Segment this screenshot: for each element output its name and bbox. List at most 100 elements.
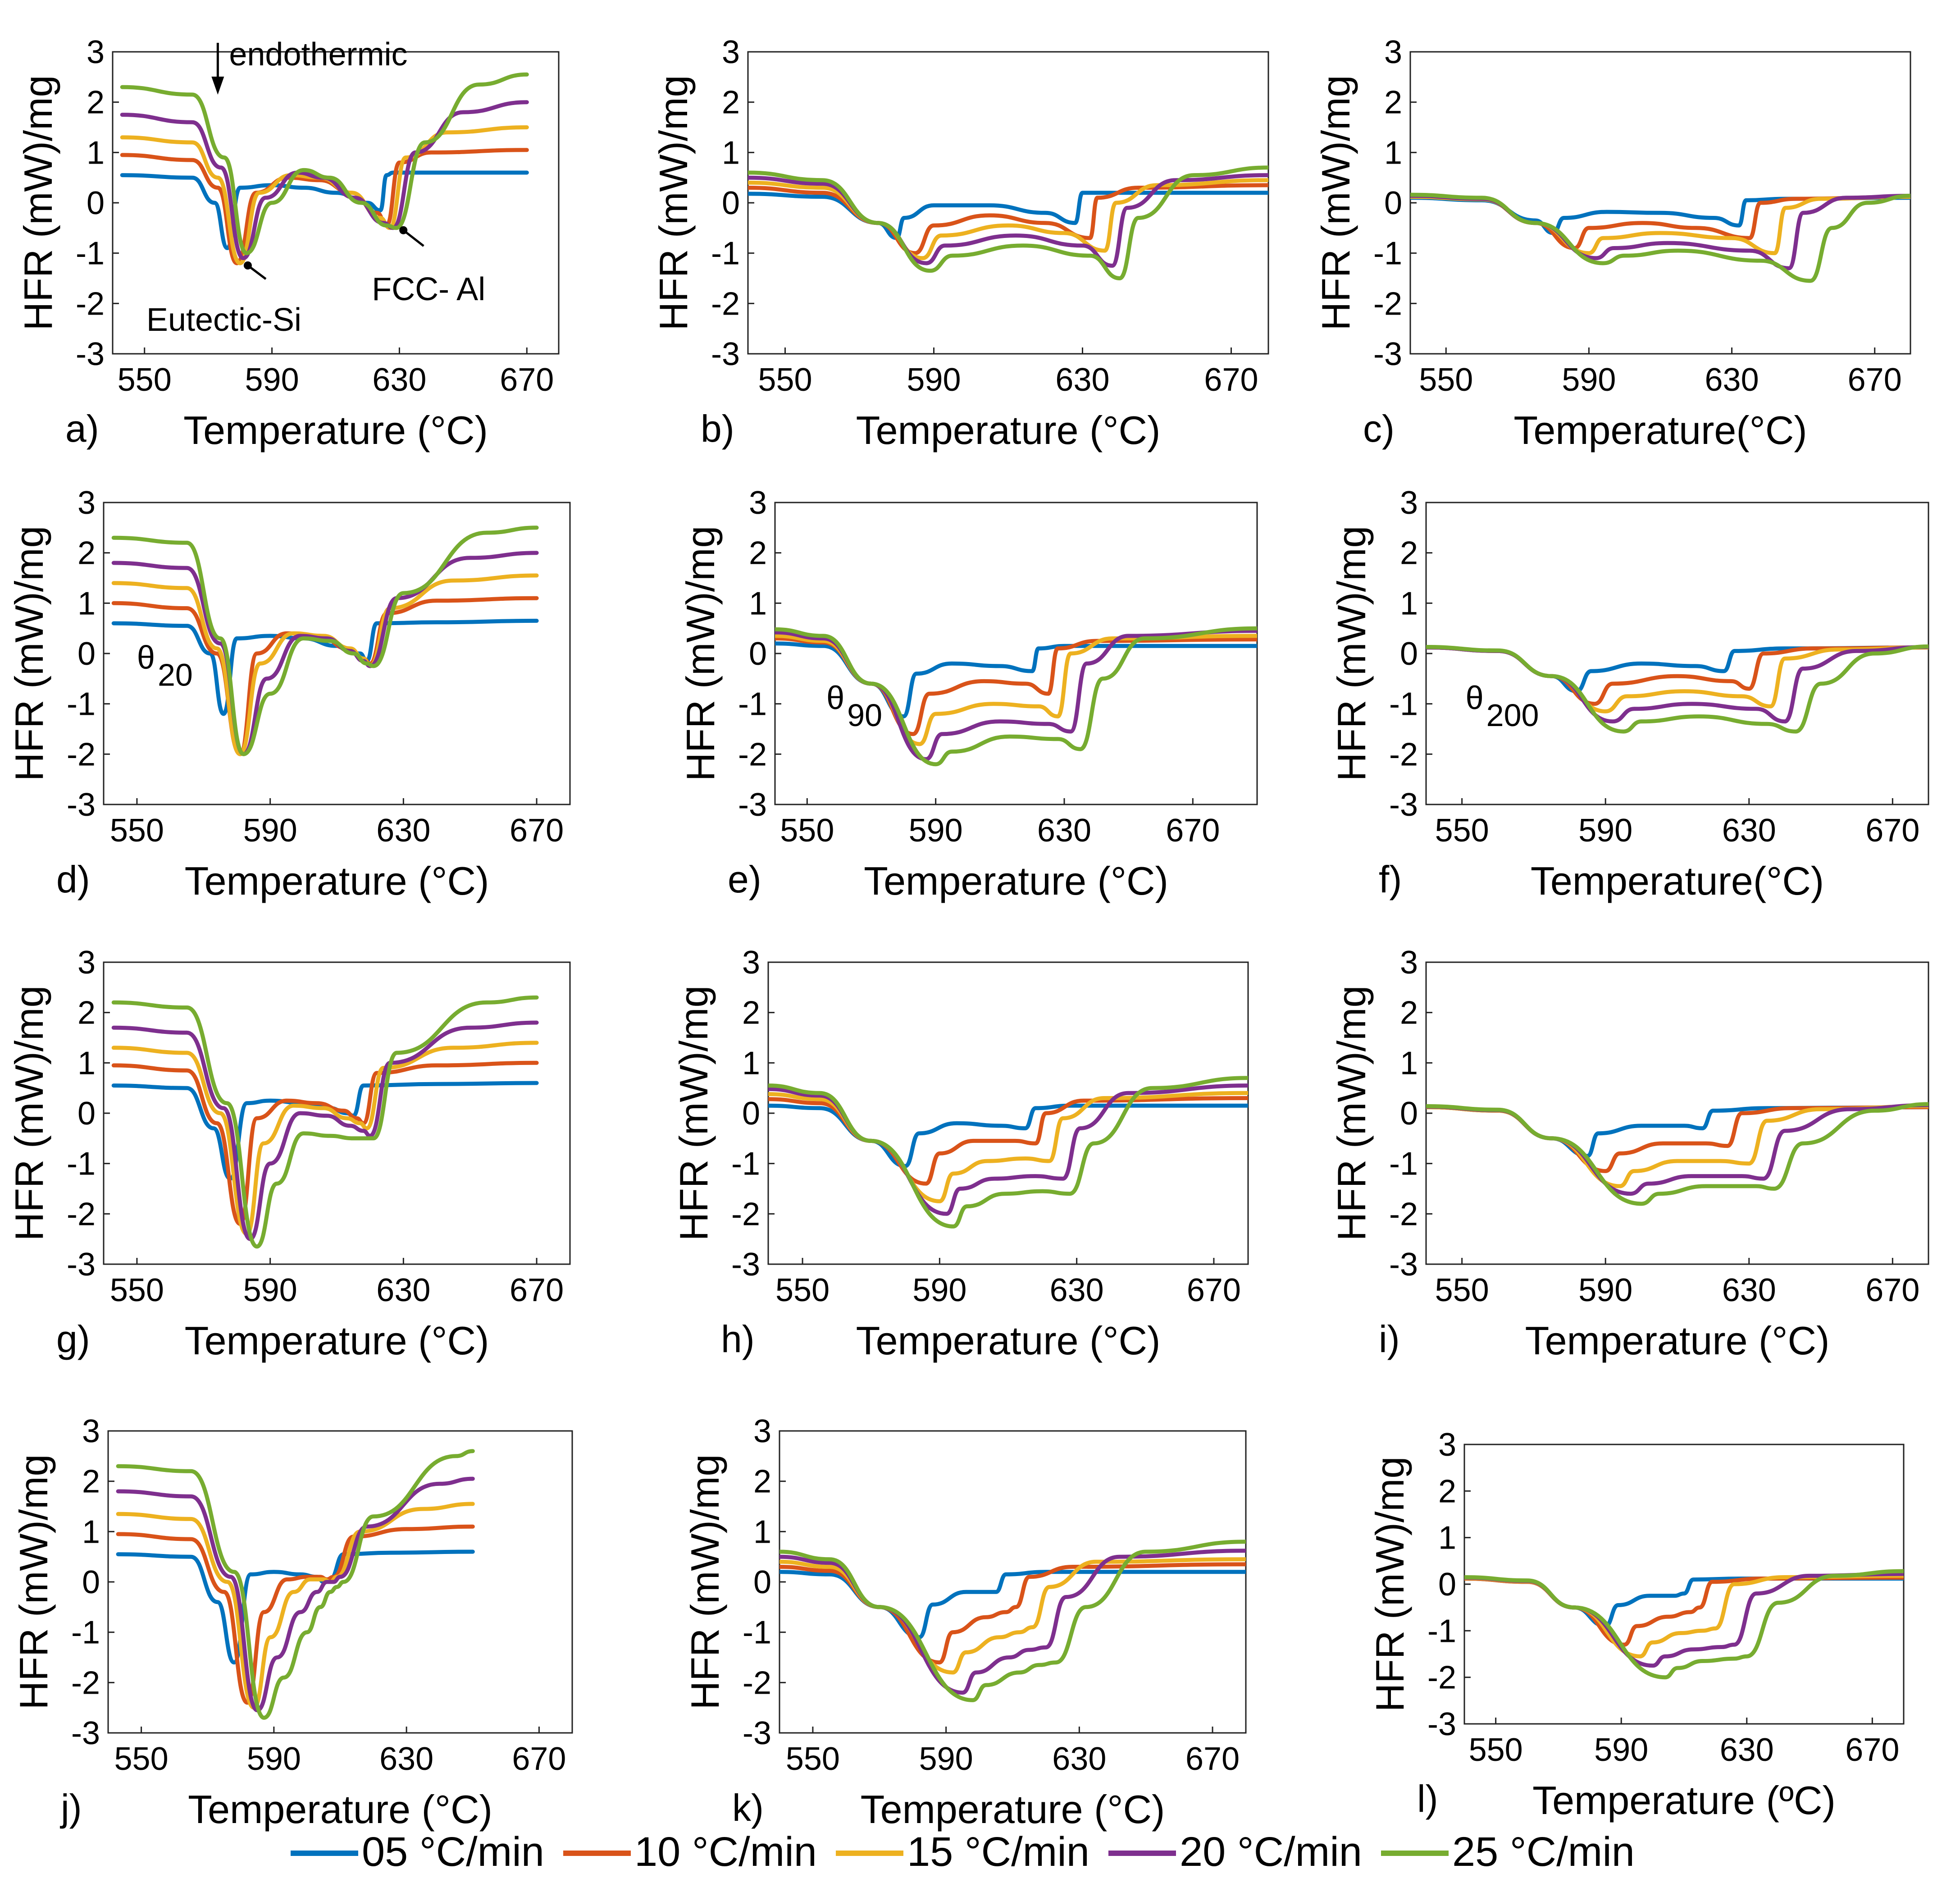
x-tick-label: 590 (1578, 1272, 1632, 1308)
x-tick-label: 550 (1419, 362, 1473, 398)
y-tick-label: -1 (67, 1146, 96, 1182)
series-group (768, 1076, 1248, 1229)
series-line-5 (120, 72, 529, 256)
y-tick-label: 2 (749, 535, 767, 571)
x-axis-label: Temperature (°C) (856, 1318, 1161, 1363)
panel-label: g) (56, 1318, 90, 1360)
y-tick-label: 0 (1438, 1567, 1456, 1603)
panel-f: 3 2 1 0 -1 -2 -3 550 590 630 670 HFR (mW)/mg Tempera… (1329, 485, 1929, 903)
y-tick-label: -2 (67, 1196, 96, 1232)
series-group (1464, 1569, 1904, 1680)
series-line-4 (111, 551, 539, 756)
x-tick-label: 590 (1578, 813, 1632, 849)
y-axis-label: HFR (mW)/mg (7, 986, 51, 1241)
y-axis-label: HFR (mW)/mg (683, 1454, 727, 1710)
y-tick-label: 3 (753, 1413, 771, 1449)
series-group (111, 995, 539, 1249)
panel-label: e) (728, 858, 761, 900)
y-tick-label: 2 (1384, 85, 1402, 121)
y-tick-label: -2 (711, 286, 740, 322)
legend-item: 25 °C/min (1381, 1829, 1635, 1875)
y-tick-label: -2 (76, 286, 105, 322)
legend-label: 05 °C/min (362, 1829, 544, 1875)
y-tick-label: -1 (1389, 1146, 1418, 1182)
y-tick-label: 0 (749, 636, 767, 672)
legend-label: 15 °C/min (907, 1829, 1089, 1875)
legend-item: 15 °C/min (836, 1829, 1089, 1875)
panel-label: f) (1379, 858, 1402, 900)
y-tick-label: 0 (753, 1564, 771, 1600)
theta-subscript: 200 (1486, 698, 1539, 733)
y-tick-label: 3 (77, 485, 96, 521)
y-tick-label: 1 (742, 1045, 760, 1081)
panel-label: l) (1417, 1778, 1438, 1820)
panel-i: 3 2 1 0 -1 -2 -3 550 590 630 670 HFR (mW)/mg Tempera… (1329, 945, 1929, 1363)
y-tick-label: -2 (1389, 1196, 1418, 1232)
panel-label: k) (732, 1787, 764, 1829)
y-tick-label: -2 (1389, 736, 1418, 772)
y-tick-label: 3 (77, 945, 96, 981)
y-tick-label: -3 (1389, 787, 1418, 823)
x-tick-label: 670 (500, 362, 554, 398)
series-line-5 (111, 995, 539, 1249)
series-line-4 (116, 1476, 475, 1713)
legend-label: 10 °C/min (634, 1829, 817, 1875)
series-line-5 (1426, 1102, 1928, 1206)
series-line-5 (1410, 192, 1910, 283)
panels: 3 2 1 0 -1 -2 -3 550 590 630 670 HFR (mW)/mg Tempera… (7, 34, 1929, 1832)
y-axis-label: HFR (mW)/mg (1329, 986, 1374, 1241)
y-tick-label: 2 (77, 535, 96, 571)
x-tick-label: 590 (912, 1272, 966, 1308)
y-tick-label: -3 (711, 336, 740, 372)
x-axis-label: Temperature (°C) (185, 1318, 489, 1363)
panel-label: h) (721, 1318, 755, 1360)
y-tick-label: 1 (753, 1514, 771, 1550)
y-tick-label: -3 (1427, 1706, 1456, 1742)
x-tick-label: 630 (376, 813, 430, 849)
series-group (116, 1449, 475, 1720)
panel-l: 3 2 1 0 -1 -2 -3 550 590 630 670 HFR (mW)/mg Tempera… (1367, 1427, 1905, 1823)
x-tick-label: 630 (372, 362, 426, 398)
series-group (775, 626, 1257, 767)
series-group (111, 526, 539, 756)
theta-symbol: θ (137, 640, 155, 676)
y-tick-label: 2 (82, 1464, 100, 1500)
y-tick-label: -2 (731, 1196, 760, 1232)
theta-annotation: θ90 (826, 680, 882, 733)
x-axis-label: Temperature (°C) (188, 1787, 492, 1832)
y-tick-label: -3 (76, 336, 105, 372)
panel-g: 3 2 1 0 -1 -2 -3 550 590 630 670 HFR (mW)/mg Tempera… (7, 945, 571, 1363)
x-tick-label: 630 (1050, 1272, 1104, 1308)
series-line-2 (111, 1060, 539, 1226)
x-tick-label: 550 (110, 813, 164, 849)
eutectic-si-label: Eutectic-Si (146, 302, 301, 338)
y-tick-label: 3 (742, 945, 760, 981)
y-tick-label: -3 (67, 787, 96, 823)
x-axis-label: Temperature (°C) (856, 408, 1161, 452)
y-tick-label: 0 (742, 1096, 760, 1132)
y-tick-label: -2 (71, 1665, 100, 1701)
y-axis-label: HFR (mW)/mg (1329, 526, 1374, 781)
y-axis-label: HFR (mW)/mg (1367, 1457, 1412, 1712)
series-line-3 (111, 1041, 539, 1236)
x-tick-label: 550 (780, 813, 834, 849)
x-tick-label: 630 (1720, 1732, 1774, 1768)
panel-label: j) (59, 1787, 82, 1829)
x-tick-label: 670 (1845, 1732, 1899, 1768)
y-tick-label: 2 (87, 85, 105, 121)
y-tick-label: 3 (749, 485, 767, 521)
y-tick-label: -1 (738, 686, 767, 722)
y-tick-label: -3 (743, 1715, 771, 1751)
x-tick-label: 630 (1722, 1272, 1776, 1308)
series-line-5 (768, 1076, 1248, 1229)
panel-b: 3 2 1 0 -1 -2 -3 550 590 630 670 HFR (mW)/mg Tempera… (651, 34, 1269, 452)
theta-annotation: θ20 (137, 640, 193, 693)
panel-label: c) (1363, 407, 1395, 450)
panel-k: 3 2 1 0 -1 -2 -3 550 590 630 670 HFR (mW)/mg Tempera… (683, 1413, 1247, 1832)
y-tick-label: 3 (1384, 34, 1402, 70)
x-tick-label: 550 (110, 1272, 164, 1308)
y-tick-label: 2 (77, 995, 96, 1031)
x-tick-label: 670 (1865, 1272, 1919, 1308)
x-axis-label: Temperature (°C) (861, 1787, 1165, 1832)
x-tick-label: 670 (510, 813, 564, 849)
